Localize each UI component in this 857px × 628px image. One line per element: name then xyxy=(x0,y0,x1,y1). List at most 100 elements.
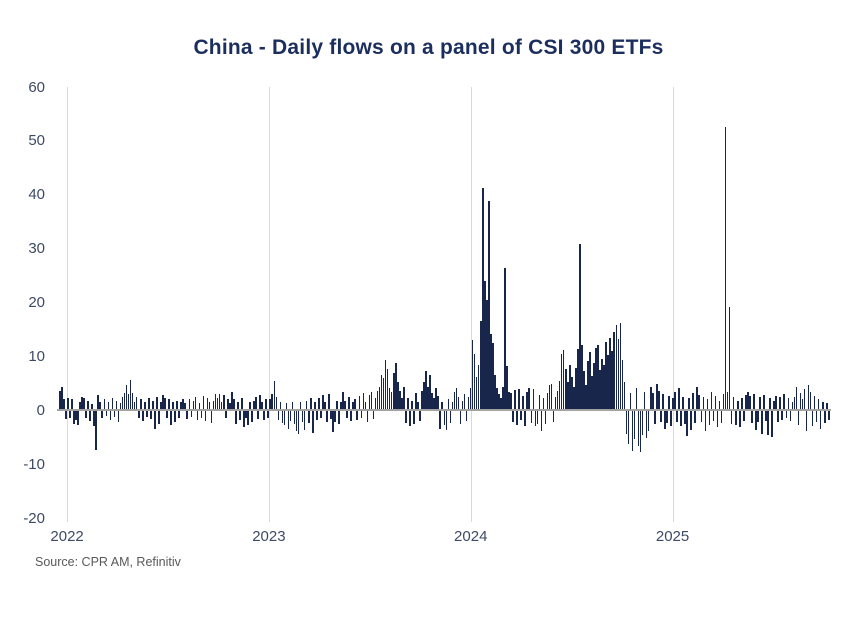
bar xyxy=(736,400,739,411)
bar xyxy=(192,400,195,411)
bar xyxy=(370,391,373,411)
bar xyxy=(811,410,814,427)
bar xyxy=(413,410,415,425)
bar xyxy=(354,399,357,411)
bar xyxy=(817,399,820,411)
bar xyxy=(228,402,231,411)
bar xyxy=(326,410,328,423)
bar xyxy=(579,244,581,411)
bar xyxy=(635,387,638,411)
bar xyxy=(423,382,425,411)
bar xyxy=(61,386,63,411)
bar xyxy=(726,391,729,411)
bar xyxy=(645,410,648,439)
bar xyxy=(564,369,567,411)
bar xyxy=(607,355,609,411)
bar xyxy=(670,410,672,427)
bar xyxy=(566,382,569,411)
bar xyxy=(257,410,259,419)
bar xyxy=(611,350,614,411)
bar xyxy=(285,402,288,411)
bar xyxy=(556,390,559,411)
bar xyxy=(479,321,482,411)
bar xyxy=(111,397,114,411)
bar xyxy=(597,344,599,411)
bar xyxy=(97,395,100,411)
bar xyxy=(388,387,391,411)
bar xyxy=(467,397,470,411)
bar xyxy=(75,410,77,420)
bar xyxy=(643,391,646,411)
bar xyxy=(71,399,73,411)
bar xyxy=(135,397,138,411)
zero-line xyxy=(57,409,831,412)
bar xyxy=(815,410,818,423)
bar xyxy=(664,410,666,429)
bar xyxy=(394,362,397,411)
bar xyxy=(730,410,733,425)
bar xyxy=(158,410,160,425)
bar xyxy=(520,410,522,420)
bar xyxy=(813,396,816,411)
bar xyxy=(524,410,527,427)
bar xyxy=(119,402,122,411)
bar xyxy=(316,410,318,420)
bar xyxy=(291,401,294,411)
y-axis-tick-label: -10 xyxy=(23,455,45,473)
bar xyxy=(781,410,784,420)
bar xyxy=(170,410,172,426)
bar xyxy=(283,410,286,426)
bar xyxy=(793,397,796,411)
bar xyxy=(690,410,692,430)
bar xyxy=(73,410,75,424)
bar xyxy=(415,393,417,411)
bar xyxy=(332,410,334,432)
bar xyxy=(168,399,170,411)
bar xyxy=(150,410,152,419)
bar xyxy=(704,410,707,431)
bar xyxy=(220,401,223,411)
bar xyxy=(724,126,727,411)
bar xyxy=(318,397,320,411)
bar xyxy=(453,391,456,411)
bar xyxy=(631,410,634,452)
bar xyxy=(107,402,110,411)
bar xyxy=(299,402,302,411)
bar xyxy=(374,398,377,411)
y-axis-tick-label: -20 xyxy=(23,509,45,527)
bar xyxy=(269,399,272,411)
bar xyxy=(465,410,468,422)
bar xyxy=(322,395,324,411)
bar xyxy=(617,339,620,411)
bar xyxy=(526,391,529,411)
bar xyxy=(773,400,775,411)
bar xyxy=(271,394,274,411)
bar xyxy=(67,398,69,411)
bar xyxy=(95,410,98,450)
bar xyxy=(265,398,267,411)
bar xyxy=(350,410,352,422)
bar xyxy=(710,391,713,411)
bar xyxy=(803,388,806,411)
bar xyxy=(647,410,650,431)
bar xyxy=(461,400,464,411)
bar xyxy=(477,364,480,411)
bar xyxy=(279,402,282,411)
bar xyxy=(378,386,381,411)
bar xyxy=(178,410,180,418)
bar xyxy=(694,410,697,424)
bar xyxy=(651,393,654,411)
bar xyxy=(85,410,87,419)
bar xyxy=(595,347,597,411)
bar xyxy=(275,396,278,411)
bar xyxy=(303,410,306,430)
bar xyxy=(148,398,150,411)
bar xyxy=(127,394,130,411)
bar xyxy=(605,342,607,411)
bar xyxy=(554,397,557,411)
bar xyxy=(91,403,93,411)
bar xyxy=(680,410,682,427)
bar xyxy=(575,368,577,411)
bar xyxy=(305,400,308,411)
